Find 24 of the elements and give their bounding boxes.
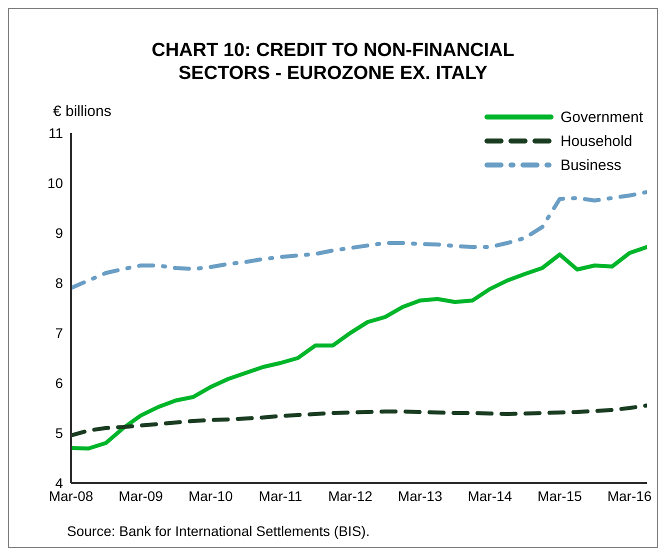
x-tick-label: Mar-11 (258, 488, 302, 504)
x-tick-label: Mar-14 (468, 488, 512, 504)
y-tick-label: 5 (55, 424, 64, 441)
x-tick-label: Mar-10 (188, 488, 234, 504)
x-tick-label: Mar-16 (607, 488, 652, 504)
x-tick-label: Mar-09 (118, 488, 164, 504)
line-series (71, 404, 647, 438)
source-note: Source: Bank for International Settlements (BIS). (67, 523, 370, 539)
y-tick-label: 11 (48, 124, 64, 141)
y-tick-label: 7 (55, 324, 64, 341)
y-tick-label: 8 (55, 274, 64, 291)
y-tick-label: 9 (55, 224, 64, 241)
line-series (71, 190, 647, 290)
y-tick-label: 10 (47, 174, 64, 191)
y-tick-label: 6 (55, 374, 64, 391)
x-tick-label: Mar-13 (398, 488, 442, 504)
legend-label: Business (560, 156, 622, 174)
chart-title: CHART 10: CREDIT TO NON-FINANCIAL SECTORS - EUROZONE EX. ITALY (150, 39, 516, 85)
x-tick-label: Mar-15 (538, 488, 582, 504)
y-axis-title: € billions (53, 103, 112, 120)
x-tick-label: Mar-12 (328, 488, 373, 504)
legend-label: Government (560, 108, 643, 126)
line-series (71, 245, 647, 450)
legend-label: Household (560, 132, 632, 150)
